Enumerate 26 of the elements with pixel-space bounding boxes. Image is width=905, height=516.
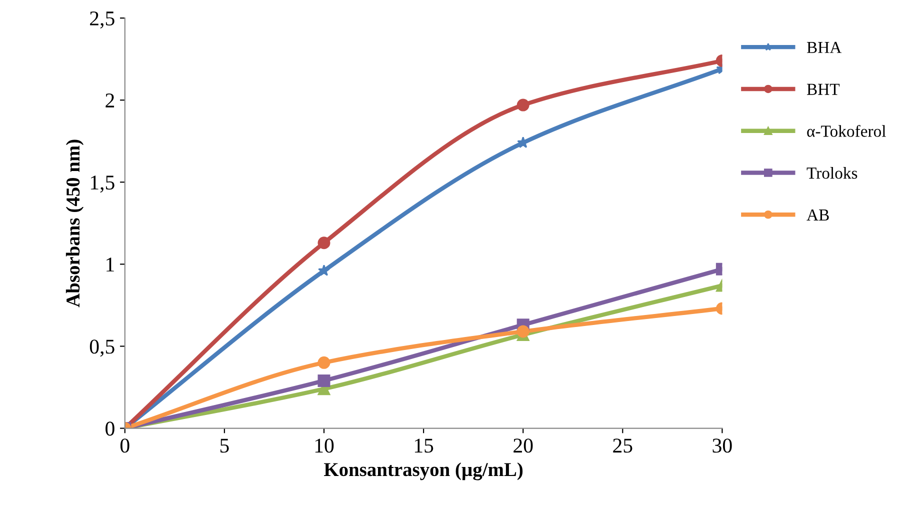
x-tick-label: 15 [414,438,434,453]
x-tick-label: 5 [220,438,229,453]
x-tick-label: 30 [712,438,732,453]
legend-label: BHA [806,42,842,53]
y-tick-label: 2 [106,94,114,108]
y-tick-label: 0 [106,422,114,436]
y-tick-label: 1,5 [90,176,114,193]
point [516,98,530,112]
legend-label: Troloks [806,167,858,179]
y-tick-label: 2,5 [90,11,114,28]
x-tick-label: 25 [613,438,632,453]
point [318,264,330,276]
point [318,356,330,369]
x-axis-title: Konsantrasyon (µg/mL) [324,462,523,480]
x-tick-label: 10 [315,438,334,453]
x-tick-label: 0 [120,438,130,453]
y-tick-label: 1 [106,258,114,272]
legend-label: AB [806,209,829,221]
legend-label: BHT [806,84,840,95]
point [516,325,530,338]
y-axis-title: Absorbans (450 nm) [66,140,84,308]
legend-label: α-Tokoferol [807,124,886,137]
point [318,374,330,387]
point [318,236,330,250]
x-tick-label: 20 [514,438,533,453]
y-tick-label: 0,5 [90,340,114,357]
